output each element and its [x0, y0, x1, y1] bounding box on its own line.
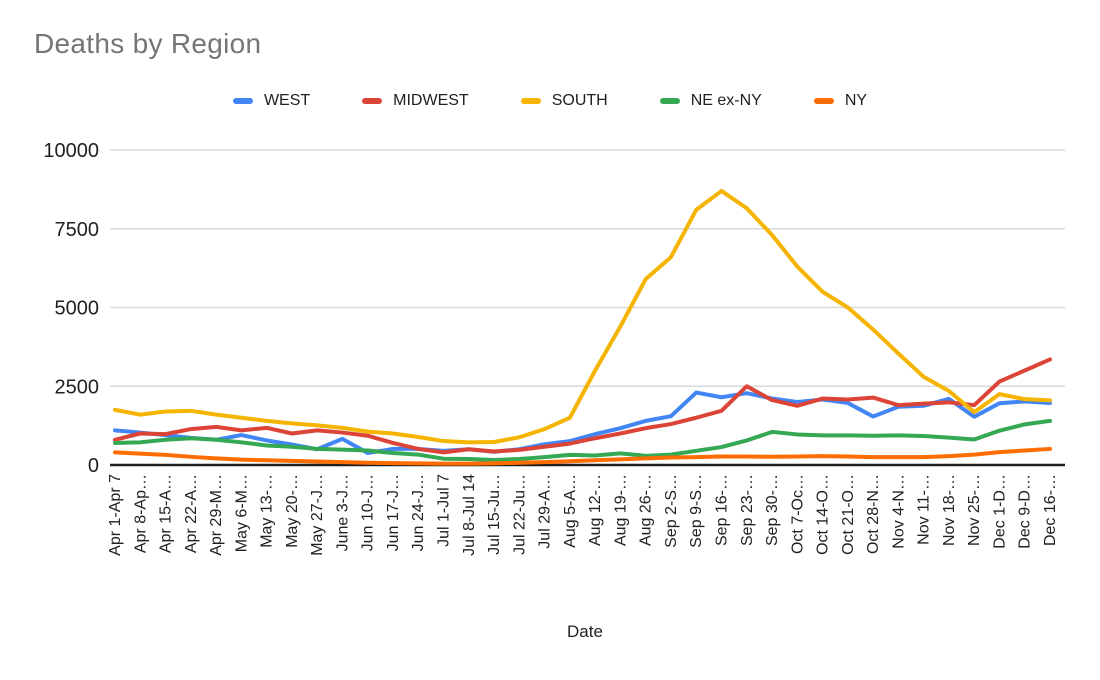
x-tick-label: May 27-J… — [309, 474, 326, 556]
x-tick-label: Aug 12-… — [587, 474, 604, 546]
legend-item-west: WEST — [232, 92, 311, 110]
legend-item-ny: NY — [813, 92, 868, 110]
x-tick-label: Oct 21-O… — [840, 474, 857, 555]
x-tick-label: Aug 5-A… — [562, 474, 579, 548]
x-tick-label: Jun 24-J… — [410, 474, 427, 551]
legend-label: MIDWEST — [393, 92, 469, 109]
x-tick-label: May 20-… — [284, 474, 301, 548]
legend-item-ne-ex-ny: NE ex-NY — [659, 92, 762, 110]
x-tick-label: May 6-M… — [233, 474, 250, 552]
x-tick-label: Nov 18-… — [941, 474, 958, 546]
x-tick-label: Oct 14-O… — [815, 474, 832, 555]
x-tick-label: Aug 19-… — [612, 474, 629, 546]
y-tick-label: 0 — [88, 455, 99, 477]
x-tick-label: Sep 9-S… — [688, 474, 705, 548]
legend-swatch — [813, 98, 834, 104]
x-tick-label: Jul 22-Ju… — [511, 474, 528, 555]
legend-swatch — [362, 98, 383, 104]
x-tick-label: Jun 17-J… — [385, 474, 402, 551]
x-tick-label: Apr 1-Apr 7 — [107, 474, 124, 556]
x-tick-label: Nov 4-N… — [890, 474, 907, 549]
legend-label: NY — [844, 92, 868, 109]
series-line-midwest — [113, 357, 1052, 455]
x-tick-label: Aug 26-… — [638, 474, 655, 546]
x-tick-label: Sep 2-S… — [663, 474, 680, 548]
legend-label: NE ex-NY — [690, 92, 762, 109]
y-tick-label: 7500 — [55, 219, 100, 241]
x-tick-label: Sep 23-… — [739, 474, 756, 546]
x-tick-label: June 3-J… — [334, 474, 351, 551]
x-tick-label: Oct 28-N… — [865, 474, 882, 554]
chart-legend: WEST MIDWEST SOUTH NE ex-NY NY — [0, 92, 1100, 110]
x-tick-label: Apr 22-A… — [183, 474, 200, 553]
x-tick-label: Dec 9-D… — [1017, 474, 1034, 549]
legend-item-south: SOUTH — [520, 92, 608, 110]
x-tick-label: Sep 16-… — [713, 474, 730, 546]
y-tick-label: 10000 — [43, 140, 99, 162]
series-line-ne-ex-ny — [113, 418, 1052, 462]
x-tick-label: Nov 25-… — [966, 474, 983, 546]
x-tick-label: Jul 8-Jul 14 — [461, 474, 478, 556]
y-tick-label: 2500 — [55, 376, 100, 398]
series-line-west — [113, 390, 1052, 456]
legend-swatch — [520, 98, 541, 104]
x-tick-label: Oct 7-Oc… — [789, 474, 806, 554]
x-tick-label: Jul 1-Jul 7 — [436, 474, 453, 547]
series-line-ny — [113, 446, 1052, 466]
x-tick-label: Dec 1-D… — [991, 474, 1008, 549]
legend-swatch — [659, 98, 680, 104]
x-tick-label: Jul 15-Ju… — [486, 474, 503, 555]
x-tick-label: Apr 29-M… — [208, 474, 225, 556]
x-tick-label: Dec 16-… — [1042, 474, 1059, 546]
x-tick-label: Jun 10-J… — [360, 474, 377, 551]
x-tick-label: Apr 15-A… — [158, 474, 175, 553]
y-tick-label: 5000 — [55, 298, 100, 320]
legend-label: SOUTH — [551, 92, 608, 109]
legend-label: WEST — [263, 92, 311, 109]
legend-swatch — [232, 98, 253, 104]
legend-item-midwest: MIDWEST — [362, 92, 469, 110]
x-axis-title: Date — [567, 622, 603, 641]
chart-title: Deaths by Region — [34, 28, 262, 59]
x-tick-label: Sep 30-… — [764, 474, 781, 546]
series-line-south — [113, 188, 1052, 445]
x-tick-label: Jul 29-A… — [537, 474, 554, 549]
x-tick-label: Nov 11-… — [916, 474, 933, 545]
x-tick-label: Apr 8-Ap… — [132, 474, 149, 553]
x-tick-label: May 13-… — [259, 474, 276, 548]
